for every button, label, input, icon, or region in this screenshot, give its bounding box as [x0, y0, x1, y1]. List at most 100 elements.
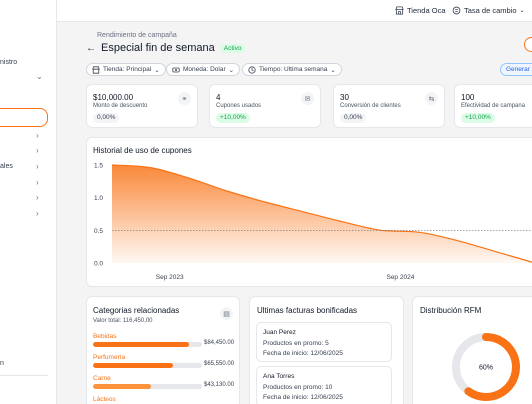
chevron-right-icon[interactable]: ›	[36, 146, 39, 155]
store-icon	[395, 6, 404, 15]
chevron-down-icon: ⌄	[154, 66, 160, 74]
page-title: Especial fin de semana	[101, 42, 215, 54]
sidebar-active-item[interactable]	[0, 108, 48, 127]
invoice-date: Fecha de inicio: 12/06/2025	[263, 394, 343, 401]
category-value: $65,550.00	[204, 361, 235, 367]
category-label: Bebidas	[93, 333, 117, 340]
sidebar-item-label[interactable]: n	[0, 360, 4, 367]
kpi-value: 4	[216, 93, 221, 102]
sidebar-item-label[interactable]: nistro	[0, 59, 18, 66]
filter-store-label: Tienda: Principal	[103, 66, 152, 73]
invoice-item[interactable]: Juan Perez Productos en promo: 5 Fecha de …	[256, 322, 392, 362]
invoices-card: Ultimas facturas bonificadas Juan Perez P…	[249, 296, 404, 404]
chevron-right-icon[interactable]: ›	[36, 193, 39, 202]
sidebar: nistro ⌄ › › ales › › › › n	[0, 0, 57, 404]
generate-report-button[interactable]: Generar r	[500, 63, 532, 76]
kpi-card-effectiveness: 100 Efectividad de campana +10,00%	[454, 84, 532, 128]
usage-history-chart: 1.5 1.0 0.5 0.0 Sep 2023 Sep 2024	[94, 163, 532, 281]
kpi-label: Cupones usados	[216, 103, 262, 109]
breadcrumb: Rendimiento de campaña	[97, 32, 177, 39]
kpi-value: 100	[461, 93, 475, 102]
filter-store[interactable]: Tienda: Principal ⌄	[86, 63, 166, 76]
chevron-down-icon[interactable]: ⌄	[36, 72, 43, 81]
rfm-percentage-label: 60%	[479, 365, 493, 372]
status-badge: Activo	[219, 43, 246, 53]
category-value: $84,450.00	[204, 340, 235, 346]
kpi-card-coupons: 4 Cupones usados +10,00% ✉	[209, 84, 321, 128]
filter-currency[interactable]: Moneda: Dolar ⌄	[166, 63, 241, 76]
store-icon	[92, 65, 100, 74]
rfm-title: Distribución RFM	[420, 306, 482, 315]
categories-total: Valor total: 116,450,00	[93, 318, 153, 324]
category-label: Carne	[93, 375, 111, 382]
store-label: Tienda Oca	[407, 6, 446, 15]
categories-card: Categorias relacionadas Valor total: 116…	[86, 296, 240, 404]
filter-time-label: Tiempo: Ultima semana	[259, 66, 328, 73]
topbar: Tienda Oca Tasa de cambio ⌄	[57, 0, 532, 22]
x-tick-label: Sep 2024	[386, 274, 414, 281]
kpi-label: Conversión de clientes	[340, 103, 401, 109]
invoice-customer-name: Juan Perez	[263, 329, 296, 336]
x-tick-label: Sep 2023	[156, 274, 184, 281]
chevron-down-icon: ⌄	[330, 66, 336, 74]
category-bar-fill	[93, 363, 173, 368]
exchange-rate-selector[interactable]: Tasa de cambio ⌄	[452, 6, 525, 15]
chevron-down-icon: ⌄	[519, 8, 525, 14]
conversion-icon: ⇆	[425, 92, 438, 105]
y-tick-label: 0.0	[94, 261, 103, 268]
filter-currency-label: Moneda: Dolar	[183, 66, 226, 73]
kpi-label: Efectividad de campana	[461, 103, 526, 109]
rfm-card: Distribución RFM 60%	[412, 296, 532, 404]
currency-icon	[172, 67, 180, 72]
y-tick-label: 1.0	[94, 195, 103, 202]
y-tick-label: 0.5	[94, 228, 103, 235]
header-action-button[interactable]	[524, 37, 532, 52]
usage-series-line	[111, 164, 532, 263]
store-selector[interactable]: Tienda Oca	[395, 6, 446, 15]
sidebar-divider	[0, 375, 48, 376]
clock-icon	[248, 65, 256, 74]
category-label: Perfumería	[93, 354, 126, 361]
chevron-right-icon[interactable]: ›	[36, 209, 39, 218]
chevron-right-icon[interactable]: ›	[36, 162, 39, 171]
category-label: Lácteos	[93, 396, 116, 403]
y-tick-label: 1.5	[94, 163, 103, 170]
usage-history-title: Historial de uso de cupones	[93, 146, 192, 155]
sidebar-item-label[interactable]: ales	[0, 163, 13, 170]
category-bar-track	[93, 363, 202, 368]
title-row: ← Especial fin de semana Activo	[86, 42, 246, 54]
category-value: $43,130.00	[204, 382, 235, 388]
lock-icon: ⚭	[178, 92, 191, 105]
usage-area-fill	[112, 165, 532, 263]
chevron-down-icon: ⌄	[228, 66, 235, 74]
invoice-products: Productos en promo: 5	[263, 340, 329, 347]
back-arrow-icon[interactable]: ←	[86, 42, 96, 54]
category-bar-fill	[93, 384, 151, 389]
invoice-customer-name: Ana Torres	[263, 373, 295, 380]
invoice-item[interactable]: Ana Torres Productos en promo: 10 Fecha de…	[256, 366, 392, 404]
kpi-card-conversion: 30 Conversión de clientes 0,00% ⇆	[333, 84, 445, 128]
usage-history-card: Historial de uso de cupones 1.5 1.0 0.5 0.0…	[86, 137, 532, 287]
kpi-delta: +10,00%	[461, 113, 495, 123]
kpi-label: Monto de descuento	[93, 103, 148, 109]
kpi-delta: 0,00%	[340, 113, 367, 123]
invoice-date: Fecha de inicio: 12/06/2025	[263, 350, 343, 357]
kpi-delta: +10,00%	[216, 113, 250, 123]
coupon-icon: ✉	[301, 92, 314, 105]
exchange-rate-label: Tasa de cambio	[464, 6, 517, 15]
category-bar-fill	[93, 342, 189, 347]
exchange-rate-icon	[452, 6, 461, 15]
filter-time[interactable]: Tiempo: Ultima semana ⌄	[242, 63, 342, 76]
document-icon[interactable]: ▤	[220, 307, 233, 320]
chevron-right-icon[interactable]: ›	[36, 131, 39, 140]
invoices-title: Ultimas facturas bonificadas	[257, 306, 358, 315]
rfm-donut-slice	[464, 333, 520, 401]
category-bar-track	[93, 384, 202, 389]
kpi-value: $10,000.00	[93, 93, 134, 102]
rfm-donut-chart: 60%	[452, 333, 520, 401]
kpi-value: 30	[340, 93, 349, 102]
kpi-delta: 0,00%	[93, 113, 120, 123]
invoice-products: Productos en promo: 10	[263, 384, 333, 391]
kpi-card-discount: $10,000.00 Monto de descuento 0,00% ⚭	[86, 84, 198, 128]
chevron-right-icon[interactable]: ›	[36, 178, 39, 187]
